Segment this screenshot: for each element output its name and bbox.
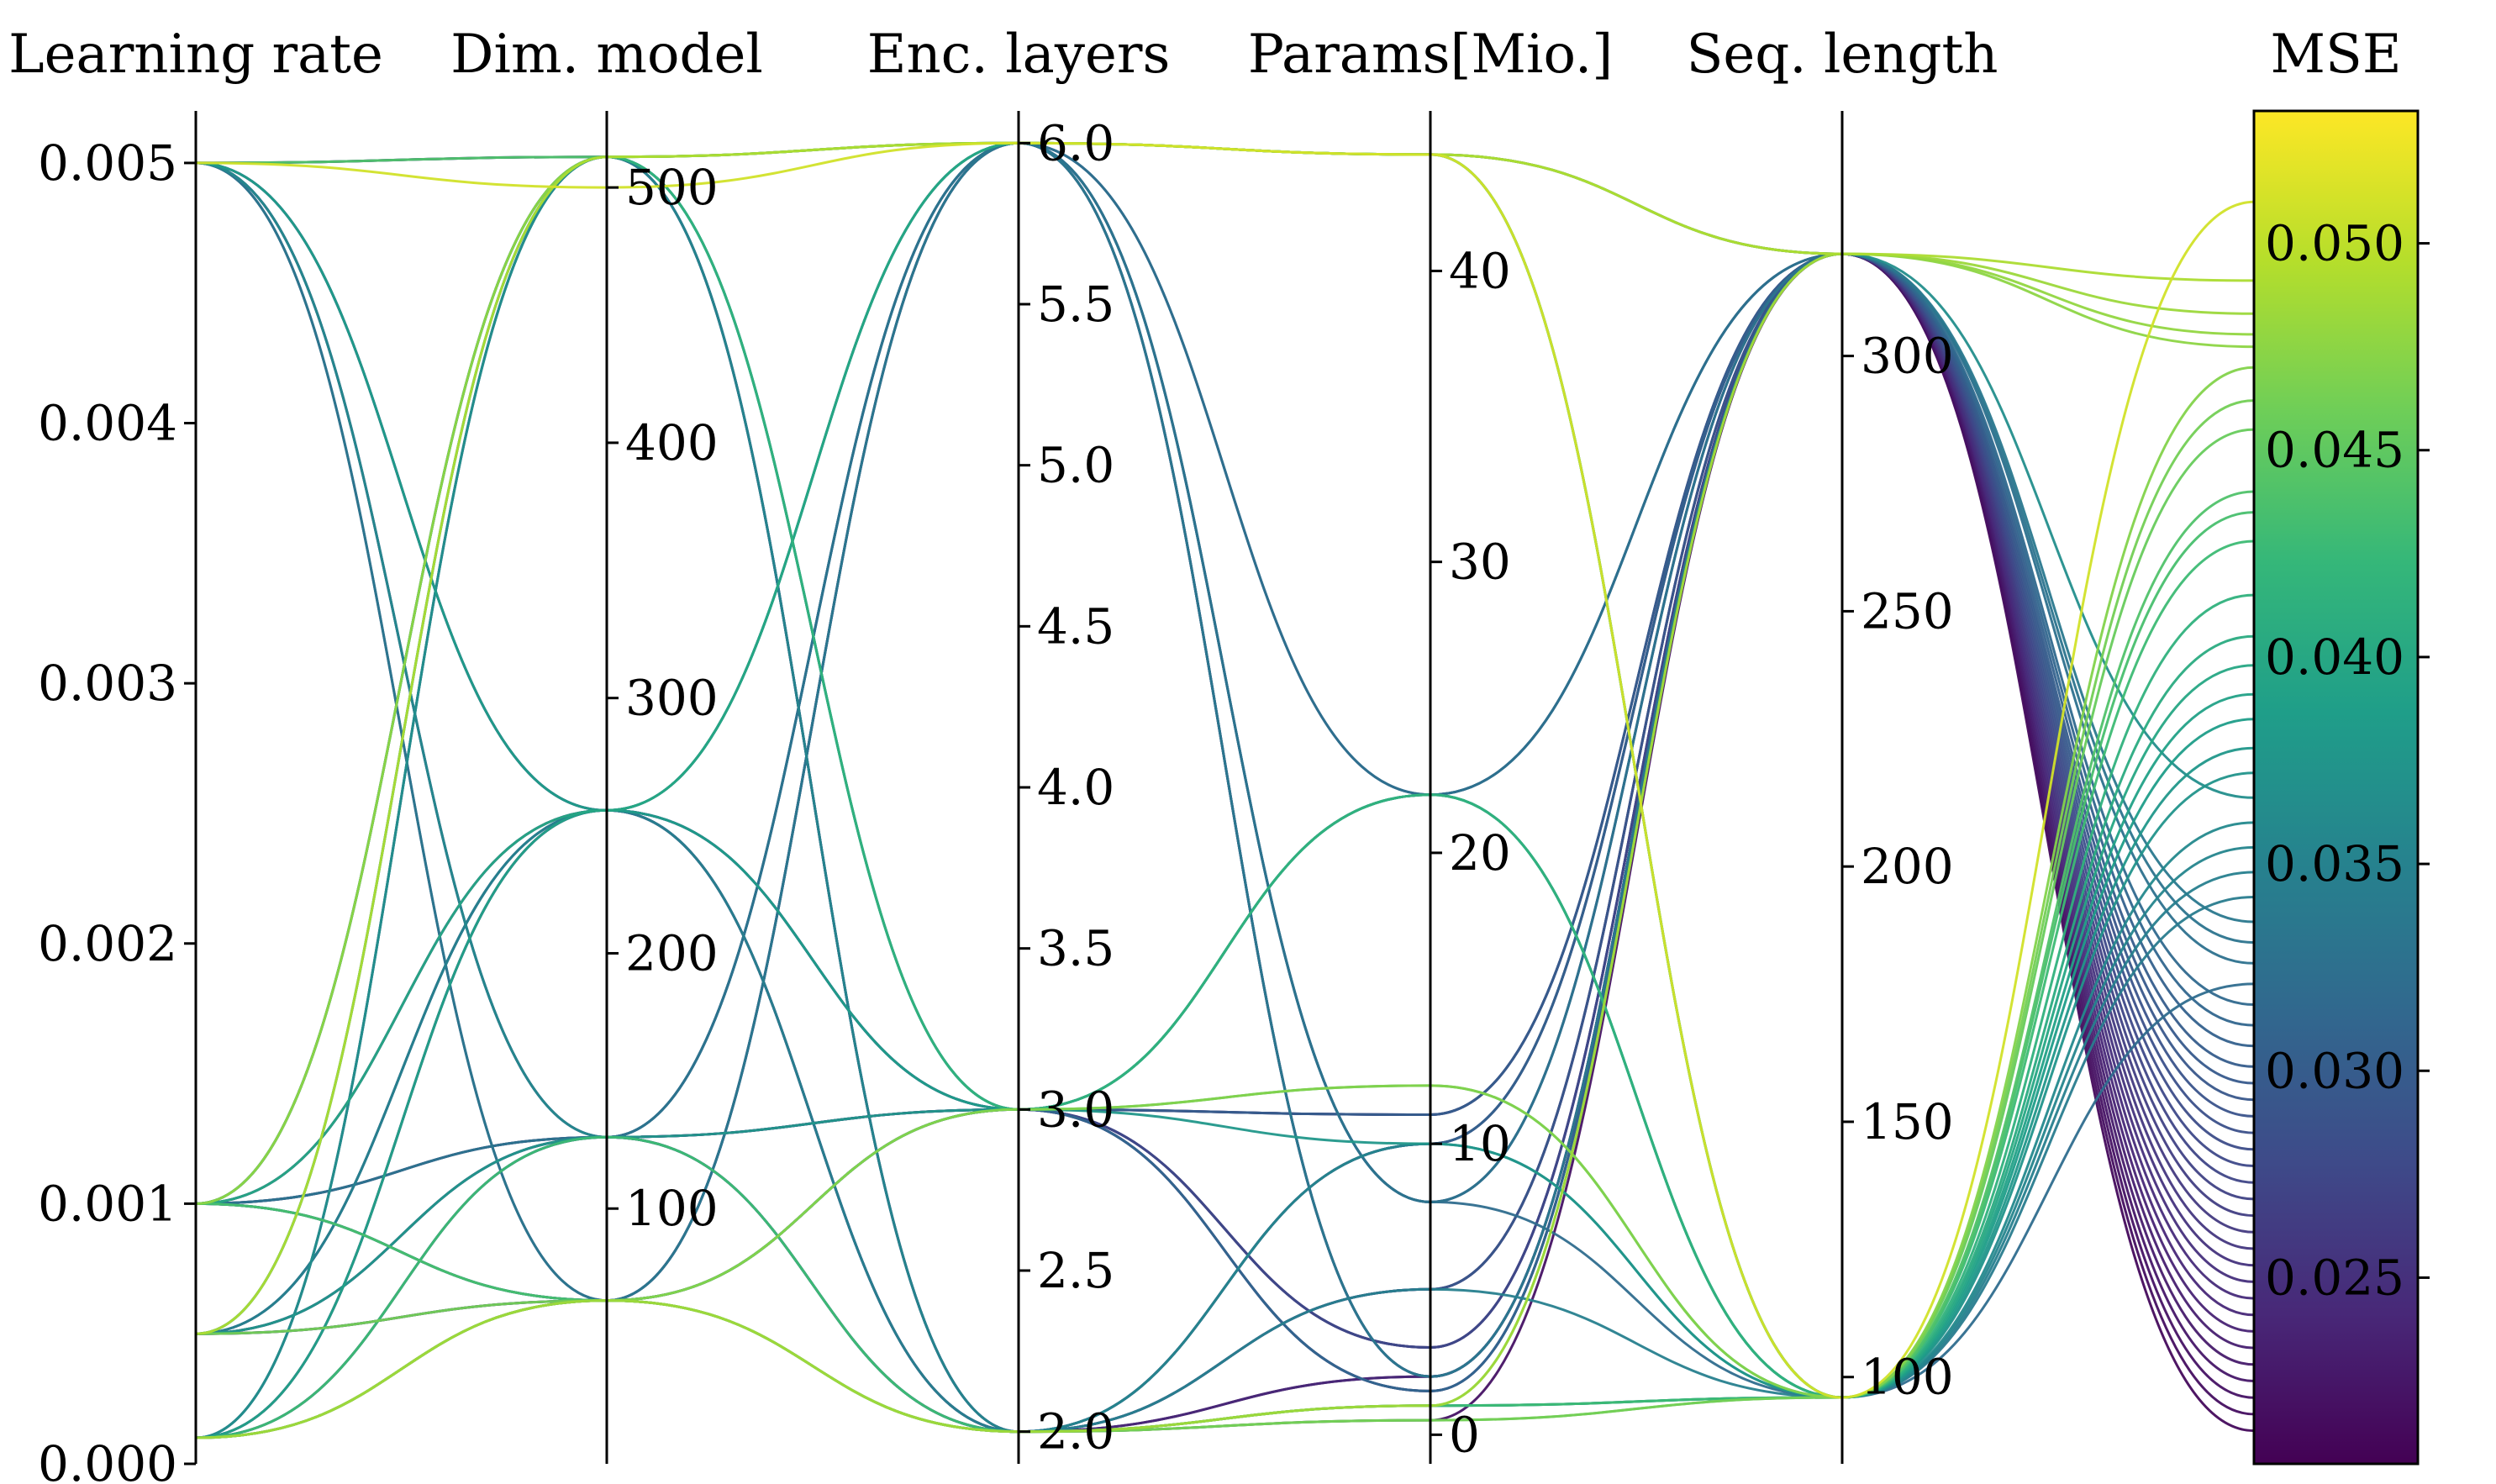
axis-2-tick-label-6: 5.0 [1037,437,1114,494]
axis-title-3: Params[Mio.] [1248,24,1613,86]
series-line-16 [195,746,2255,1399]
axis-4-tick-label-3: 250 [1861,582,1954,639]
axis-0-tick-label-0: 0.000 [38,1435,177,1484]
axis-4-tick-label-0: 100 [1861,1349,1954,1406]
axis-2-tick-label-1: 2.5 [1037,1242,1114,1299]
axis-1-tick-label-2: 300 [625,670,719,727]
colorbar-gradient [2252,109,2420,1466]
colorbar-tick-label-3: 0.040 [2265,629,2404,686]
axis-title-2: Enc. layers [867,24,1171,86]
series-line-25 [195,141,2255,1335]
series-line-6 [195,399,2255,1434]
axis-0-tick-label-5: 0.005 [38,134,177,192]
axis-3-tick-label-3: 30 [1449,534,1511,591]
axis-1-tick-label-3: 400 [625,414,719,471]
axis-4-tick-label-1: 150 [1861,1093,1954,1150]
axis-4-tick-label-4: 300 [1861,328,1954,385]
axes: Learning rate 0.000 0.001 0.002 0.003 0.004 0.… [8,24,2401,1484]
axis-1-tick-label-1: 200 [625,924,719,981]
series-line-21 [195,808,2255,1434]
axis-0-tick-label-4: 0.004 [38,395,177,452]
axis-2-tick-label-7: 5.5 [1037,276,1114,333]
axis-0-tick-label-1: 0.001 [38,1175,177,1232]
axis-title-0: Learning rate [8,24,383,86]
series-line-41 [195,252,2255,1335]
axis-3-tick-label-2: 20 [1449,824,1511,881]
series-line-9 [195,511,2255,1399]
axis-0-tick-label-3: 0.003 [38,655,177,712]
axis-2-tick-label-2: 3.0 [1037,1081,1114,1138]
colorbar-tick-label-2: 0.035 [2265,835,2404,892]
axis-2-tick-label-8: 6.0 [1037,114,1114,171]
axis-title-4: Seq. length [1687,24,1998,86]
axis-2-tick-label-4: 4.0 [1037,759,1114,816]
series-line-37 [195,141,2255,1335]
series-line-28 [195,252,2255,1392]
colorbar-tick-label-5: 0.050 [2265,215,2404,272]
axis-3-tick-label-1: 10 [1449,1115,1511,1172]
colorbar: 0.025 0.030 0.035 0.040 0.045 0.050 [2252,109,2430,1466]
axis-title-1: Dim. model [450,24,763,86]
axis-1-tick-label-4: 500 [625,159,719,216]
axis-2-tick-label-5: 4.5 [1037,597,1114,655]
axis-3-tick-label-4: 40 [1449,242,1511,299]
axis-0-tick-label-2: 0.002 [38,915,177,972]
series-line-49 [195,252,2255,1392]
axis-2-tick-label-0: 2.0 [1037,1403,1114,1460]
colorbar-tick-label-0: 0.025 [2265,1249,2404,1306]
series-line-0 [195,141,2255,1399]
axis-2-tick-label-3: 3.5 [1037,920,1114,977]
colorbar-tick-label-1: 0.030 [2265,1042,2404,1099]
axis-4-tick-label-2: 200 [1861,838,1954,895]
axis-1-tick-label-0: 100 [625,1180,719,1237]
axis-3-tick-label-0: 0 [1449,1406,1480,1463]
axis-title-5: MSE [2270,24,2401,86]
series-line-24 [195,141,2255,1205]
colorbar-tick-label-4: 0.045 [2265,422,2404,479]
series-line-1 [195,141,2255,1335]
series-line-5 [195,366,2255,1439]
